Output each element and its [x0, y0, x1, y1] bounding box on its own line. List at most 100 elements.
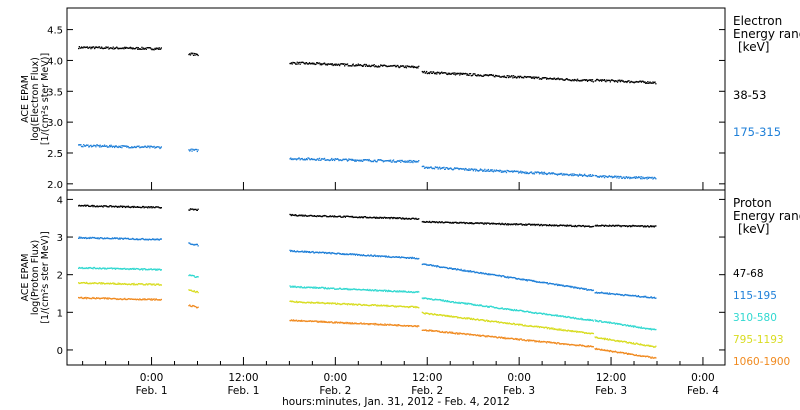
data-point	[311, 62, 313, 64]
data-point	[488, 170, 490, 172]
data-point	[583, 345, 585, 347]
data-point	[107, 237, 109, 240]
data-point	[380, 217, 382, 219]
data-point	[601, 349, 603, 351]
data-point	[559, 172, 561, 175]
data-point	[497, 274, 499, 277]
data-point	[430, 329, 432, 331]
data-point	[440, 314, 442, 316]
data-point	[627, 225, 629, 227]
data-point	[119, 146, 121, 148]
data-point	[493, 336, 495, 338]
data-point	[366, 323, 368, 325]
data-point	[341, 303, 344, 305]
data-point	[627, 352, 629, 355]
data-point	[105, 237, 107, 240]
data-point	[650, 177, 653, 179]
data-point	[103, 205, 105, 207]
data-point	[629, 324, 632, 327]
data-point	[300, 301, 303, 303]
data-point	[357, 216, 359, 218]
data-point	[160, 207, 162, 209]
data-point	[358, 64, 360, 67]
data-point	[426, 167, 429, 169]
data-point	[78, 236, 80, 238]
data-point	[642, 176, 644, 178]
data-point	[482, 169, 485, 172]
data-point	[486, 336, 488, 338]
data-point	[99, 47, 101, 49]
data-point	[613, 322, 615, 324]
data-point	[591, 174, 594, 176]
data-point	[292, 214, 294, 216]
data-point	[152, 268, 155, 270]
data-point	[157, 146, 160, 148]
data-point	[85, 46, 88, 48]
data-point	[500, 223, 502, 226]
data-point	[350, 65, 352, 67]
data-point	[300, 61, 302, 64]
data-point	[408, 159, 410, 162]
data-point	[576, 330, 579, 333]
data-point	[603, 292, 605, 295]
data-point	[129, 47, 131, 49]
data-point	[523, 339, 525, 341]
data-point	[548, 327, 550, 329]
data-point	[149, 206, 152, 208]
data-point	[408, 217, 410, 220]
data-point	[362, 288, 364, 290]
data-point	[375, 161, 377, 163]
data-point	[109, 205, 111, 207]
data-point	[409, 306, 411, 308]
data-point	[435, 166, 437, 168]
data-point	[623, 353, 625, 355]
data-point	[359, 323, 361, 325]
data-point	[369, 289, 372, 291]
data-point	[369, 255, 371, 257]
data-point	[425, 329, 427, 331]
data-point	[497, 307, 499, 309]
data-point	[147, 298, 149, 300]
data-point	[504, 308, 506, 310]
data-point	[127, 47, 129, 49]
data-point	[551, 224, 553, 226]
data-point	[444, 266, 446, 269]
data-point	[321, 320, 323, 322]
data-point	[481, 335, 483, 337]
data-point	[371, 323, 373, 325]
data-point	[142, 205, 144, 208]
data-point	[134, 238, 137, 241]
data-point	[392, 324, 395, 326]
data-point	[408, 306, 410, 309]
data-point	[616, 293, 618, 295]
data-point	[84, 237, 86, 239]
data-point	[91, 145, 93, 147]
data-point	[580, 174, 582, 176]
data-point	[422, 298, 424, 300]
data-point	[447, 72, 449, 74]
data-point	[294, 320, 296, 322]
data-point	[604, 350, 606, 352]
data-point	[578, 79, 580, 82]
data-point	[394, 290, 396, 292]
data-point	[191, 305, 193, 308]
data-point	[477, 304, 479, 306]
data-point	[343, 303, 345, 305]
data-point	[518, 339, 520, 341]
data-point	[429, 71, 431, 73]
data-point	[513, 277, 515, 279]
data-point	[468, 302, 470, 305]
data-point	[120, 268, 122, 270]
data-point	[100, 297, 102, 299]
data-point	[159, 147, 161, 150]
data-point	[111, 145, 113, 147]
data-point	[584, 319, 587, 321]
data-point	[124, 206, 127, 209]
data-point	[381, 305, 383, 307]
data-point	[472, 74, 474, 76]
data-point	[654, 177, 656, 179]
data-point	[517, 224, 519, 226]
data-point	[308, 251, 310, 253]
data-point	[430, 264, 432, 266]
data-point	[347, 303, 349, 305]
